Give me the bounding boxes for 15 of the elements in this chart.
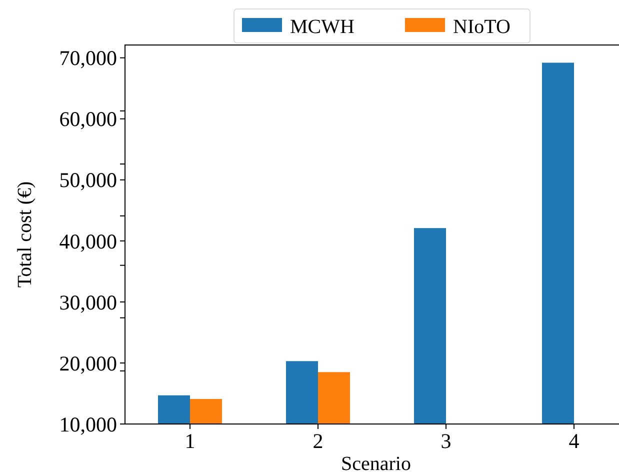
y-tick-label: 30,000: [59, 290, 117, 314]
legend-label: NIoTO: [453, 16, 510, 38]
y-axis-title: Total cost (€): [14, 181, 36, 288]
y-tick-label: 10,000: [59, 412, 117, 436]
x-tick-label: 2: [312, 429, 324, 453]
y-tick-label: 60,000: [59, 107, 117, 132]
y-tick-label: 50,000: [59, 168, 117, 192]
legend-label: MCWH: [290, 16, 354, 38]
y-tick-label: 20,000: [59, 351, 117, 376]
x-tick-label: 4: [568, 429, 580, 453]
y-tick-label: 40,000: [59, 229, 117, 254]
x-axis-title: Scenario: [341, 453, 411, 472]
y-tick-label: 70,000: [59, 46, 117, 70]
x-tick-label: 1: [184, 429, 196, 453]
x-tick-label: 3: [440, 429, 452, 453]
